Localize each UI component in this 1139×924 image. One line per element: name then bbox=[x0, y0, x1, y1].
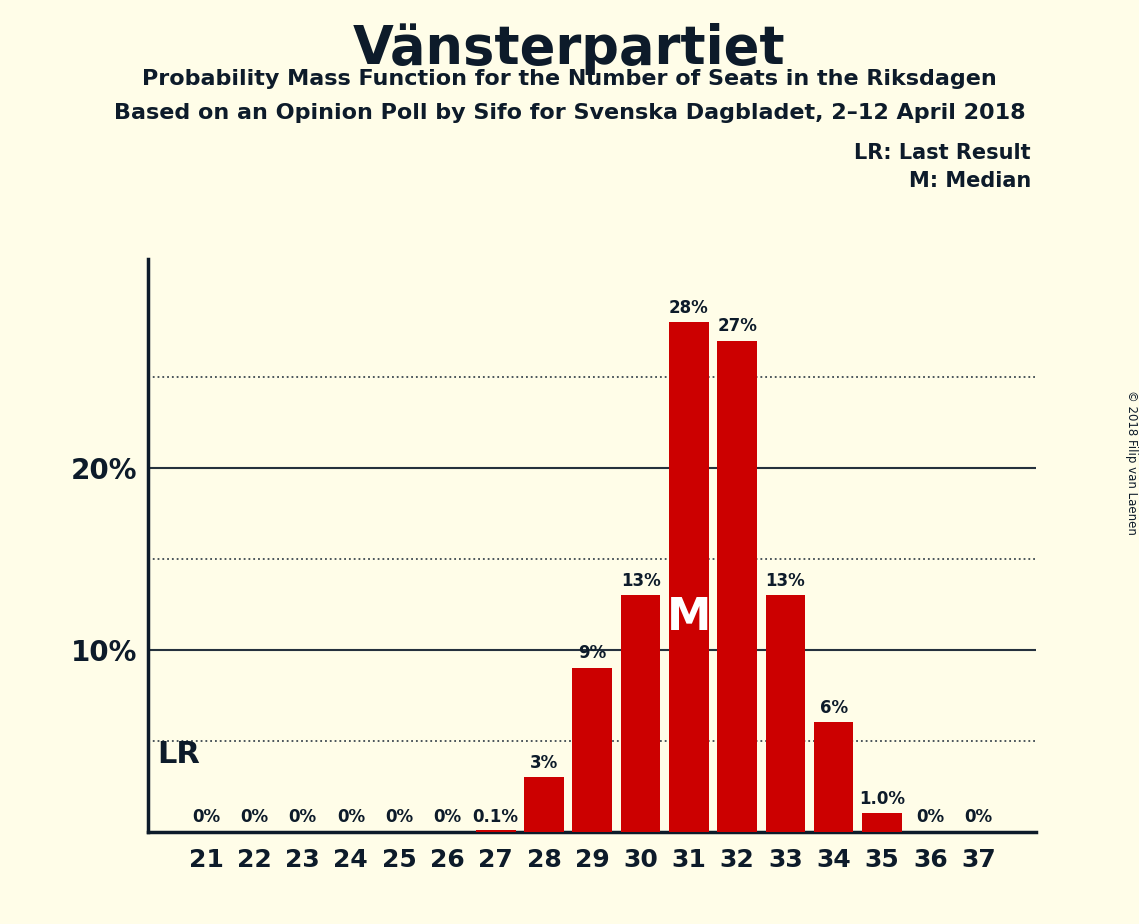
Text: 6%: 6% bbox=[820, 699, 847, 717]
Text: 0%: 0% bbox=[240, 808, 269, 826]
Bar bbox=[718, 341, 757, 832]
Text: LR: LR bbox=[157, 740, 199, 769]
Text: 9%: 9% bbox=[579, 644, 606, 663]
Bar bbox=[862, 813, 902, 832]
Text: 13%: 13% bbox=[765, 572, 805, 590]
Text: 0%: 0% bbox=[385, 808, 413, 826]
Text: 0%: 0% bbox=[433, 808, 461, 826]
Text: 0%: 0% bbox=[965, 808, 992, 826]
Bar bbox=[476, 830, 516, 832]
Text: Based on an Opinion Poll by Sifo for Svenska Dagbladet, 2–12 April 2018: Based on an Opinion Poll by Sifo for Sve… bbox=[114, 103, 1025, 124]
Text: © 2018 Filip van Laenen: © 2018 Filip van Laenen bbox=[1124, 390, 1138, 534]
Bar bbox=[765, 595, 805, 832]
Text: 0%: 0% bbox=[288, 808, 317, 826]
Bar bbox=[524, 777, 564, 832]
Text: 0.1%: 0.1% bbox=[473, 808, 518, 826]
Text: 0%: 0% bbox=[337, 808, 364, 826]
Bar bbox=[669, 322, 708, 832]
Text: 28%: 28% bbox=[669, 299, 708, 317]
Text: Probability Mass Function for the Number of Seats in the Riksdagen: Probability Mass Function for the Number… bbox=[142, 69, 997, 90]
Bar bbox=[621, 595, 661, 832]
Bar bbox=[814, 723, 853, 832]
Text: 27%: 27% bbox=[718, 317, 757, 335]
Text: Vänsterpartiet: Vänsterpartiet bbox=[353, 23, 786, 75]
Text: 0%: 0% bbox=[192, 808, 220, 826]
Text: 0%: 0% bbox=[916, 808, 944, 826]
Text: LR: Last Result: LR: Last Result bbox=[854, 143, 1031, 164]
Text: 3%: 3% bbox=[530, 754, 558, 772]
Bar bbox=[573, 668, 612, 832]
Text: M: M bbox=[666, 596, 711, 639]
Text: M: Median: M: Median bbox=[909, 171, 1031, 191]
Text: 13%: 13% bbox=[621, 572, 661, 590]
Text: 1.0%: 1.0% bbox=[859, 790, 906, 808]
